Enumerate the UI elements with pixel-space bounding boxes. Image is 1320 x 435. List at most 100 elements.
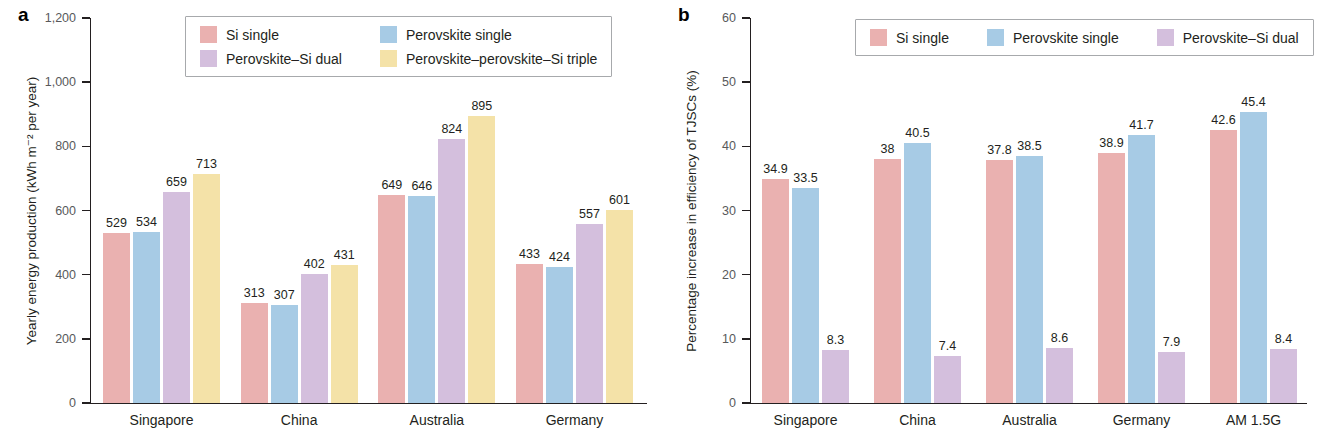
- legend-label: Perovskite–Si dual: [1183, 30, 1299, 46]
- bar-fill: [1098, 153, 1125, 403]
- bar: 601: [606, 210, 633, 403]
- legend-label: Perovskite–Si dual: [226, 51, 342, 67]
- bar: 713: [193, 174, 220, 403]
- y-tick-label: 200: [55, 332, 76, 346]
- bar: 8.4: [1270, 349, 1297, 403]
- bar: 307: [271, 305, 298, 403]
- bar: 45.4: [1240, 112, 1267, 403]
- legend-swatch-icon: [987, 29, 1004, 46]
- bar: 557: [576, 224, 603, 403]
- x-category-label: Singapore: [130, 412, 194, 428]
- bar-value-label: 713: [196, 157, 217, 171]
- bar: 646: [408, 196, 435, 403]
- bar-fill: [1240, 112, 1267, 403]
- bar-value-label: 307: [274, 288, 295, 302]
- x-category-label: China: [899, 412, 936, 428]
- bar-fill: [1210, 130, 1237, 403]
- bar-value-label: 7.4: [939, 339, 956, 353]
- y-tick-mark: [742, 338, 750, 340]
- legend-item: Perovskite–Si dual: [1157, 29, 1299, 46]
- bar-fill: [1016, 156, 1043, 403]
- x-category-label: AM 1.5G: [1226, 412, 1281, 428]
- bar: 534: [133, 232, 160, 403]
- bar: 424: [546, 267, 573, 403]
- bar-fill: [163, 192, 190, 403]
- bar-fill: [1128, 135, 1155, 403]
- bar-value-label: 42.6: [1211, 113, 1235, 127]
- bar: 40.5: [904, 143, 931, 403]
- legend: Si single Perovskite single Perovskite–Si …: [855, 19, 1314, 56]
- bar: 42.6: [1210, 130, 1237, 403]
- y-tick-label: 30: [722, 204, 736, 218]
- bar-fill: [193, 174, 220, 403]
- bar-fill: [792, 188, 819, 403]
- bar: 34.9: [762, 179, 789, 403]
- bar-value-label: 45.4: [1241, 95, 1265, 109]
- legend-item: Perovskite–perovskite–Si triple: [380, 50, 597, 67]
- legend-swatch-icon: [380, 26, 397, 43]
- bar-fill: [986, 160, 1013, 403]
- x-category-label: China: [281, 412, 318, 428]
- y-axis-title-a: Yearly energy production (kWh m⁻² per ye…: [23, 77, 39, 345]
- bar-group: 3840.57.4China: [874, 18, 961, 403]
- legend-item: Perovskite single: [380, 26, 597, 43]
- y-tick-label: 10: [722, 332, 736, 346]
- bar: 37.8: [986, 160, 1013, 403]
- y-tick-label: 20: [722, 268, 736, 282]
- bar: 402: [301, 274, 328, 403]
- y-tick-mark: [82, 274, 90, 276]
- bar-fill: [516, 264, 543, 403]
- panel-letter-b: b: [678, 4, 690, 26]
- bar-fill: [438, 139, 465, 403]
- legend-item: Perovskite–Si dual: [200, 50, 342, 67]
- bar-fill: [301, 274, 328, 403]
- bar-value-label: 646: [411, 179, 432, 193]
- bar: 33.5: [792, 188, 819, 403]
- bar: 8.6: [1046, 348, 1073, 403]
- bar-value-label: 41.7: [1129, 118, 1153, 132]
- bar-value-label: 8.4: [1275, 332, 1292, 346]
- legend-label: Perovskite single: [406, 27, 512, 43]
- bar: 7.4: [934, 356, 961, 403]
- bar-value-label: 38.5: [1017, 139, 1041, 153]
- bar-value-label: 40.5: [905, 126, 929, 140]
- bar-group: 34.933.58.3Singapore: [762, 18, 849, 403]
- bar-groups: 34.933.58.3Singapore3840.57.4China37.838…: [751, 18, 1307, 403]
- panel-letter-a: a: [18, 4, 29, 26]
- bar-fill: [1046, 348, 1073, 403]
- bar-value-label: 38: [881, 142, 895, 156]
- legend-swatch-icon: [200, 50, 217, 67]
- bar: 313: [241, 303, 268, 403]
- legend-label: Perovskite–perovskite–Si triple: [406, 51, 597, 67]
- y-tick-label: 1,000: [45, 75, 76, 89]
- bar-fill: [468, 116, 495, 403]
- bar-fill: [241, 303, 268, 403]
- y-tick-label: 50: [722, 75, 736, 89]
- y-tick-mark: [82, 402, 90, 404]
- bar-fill: [331, 265, 358, 403]
- bar-group: 42.645.48.4AM 1.5G: [1210, 18, 1297, 403]
- x-category-label: Singapore: [774, 412, 838, 428]
- y-tick-label: 800: [55, 139, 76, 153]
- bar-fill: [874, 159, 901, 403]
- bar-value-label: 557: [579, 207, 600, 221]
- y-tick-label: 60: [722, 11, 736, 25]
- bar: 649: [378, 195, 405, 403]
- y-tick-mark: [742, 402, 750, 404]
- y-tick-label: 40: [722, 139, 736, 153]
- bar-value-label: 402: [304, 257, 325, 271]
- x-category-label: Australia: [410, 412, 464, 428]
- bar-value-label: 33.5: [793, 171, 817, 185]
- figure-two-panel-bar-charts: a Yearly energy production (kWh m⁻² per …: [0, 0, 1320, 435]
- legend-swatch-icon: [870, 29, 887, 46]
- bar-value-label: 534: [136, 215, 157, 229]
- legend-swatch-icon: [200, 26, 217, 43]
- bar-group: 38.941.77.9Germany: [1098, 18, 1185, 403]
- bar: 824: [438, 139, 465, 403]
- bar-value-label: 824: [441, 122, 462, 136]
- legend-label: Si single: [896, 30, 949, 46]
- bar-fill: [546, 267, 573, 403]
- bar-fill: [576, 224, 603, 403]
- y-tick-label: 0: [69, 396, 76, 410]
- legend-item: Perovskite single: [987, 29, 1119, 46]
